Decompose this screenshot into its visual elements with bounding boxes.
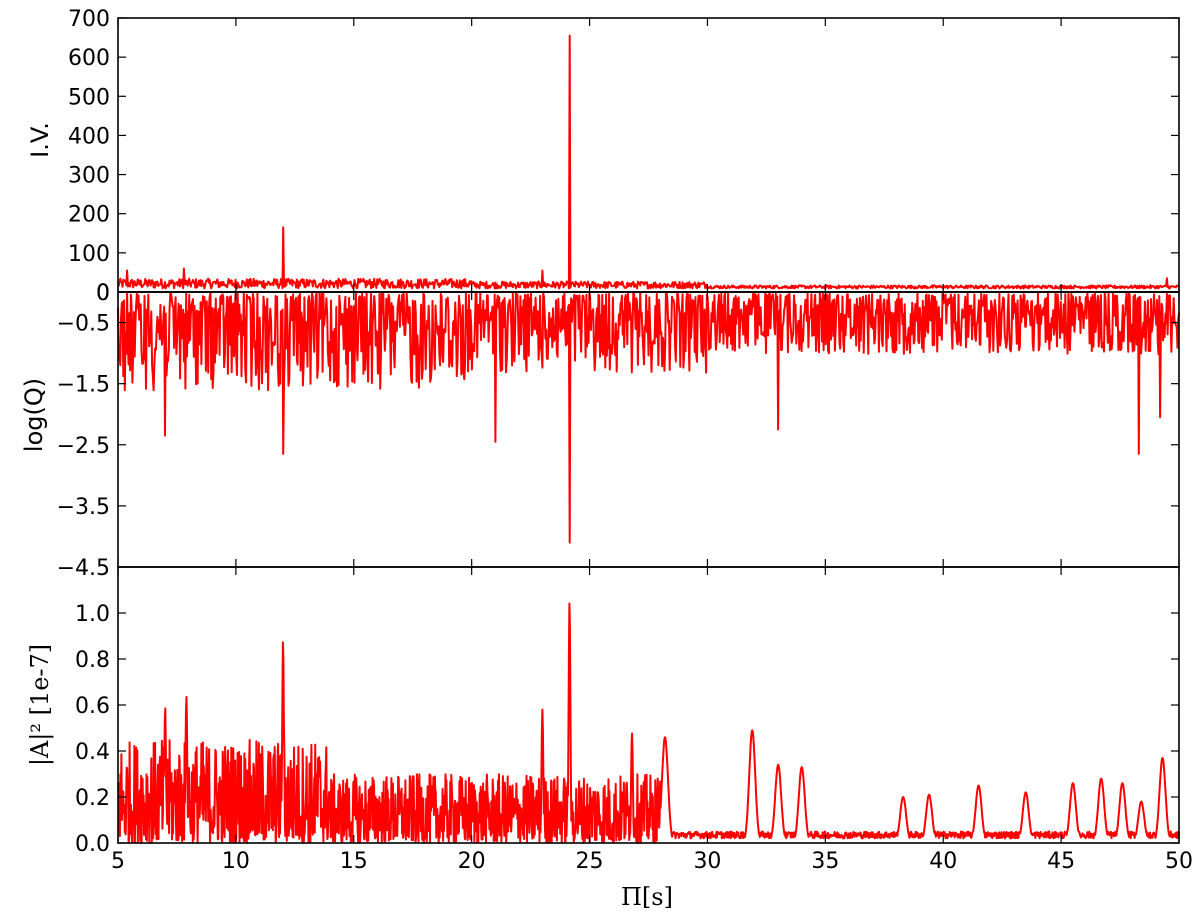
middle-series-line	[117, 292, 1180, 544]
xtick-label: 10	[222, 849, 250, 874]
bottom-series-line	[117, 602, 1180, 844]
panel-bottom: 0.0 0.2 0.4 0.6 0.8 1.0 5 10 15 20 25 30 35 40 45 50	[75, 566, 1193, 874]
xtick-label: 20	[458, 849, 486, 874]
top-ytick-label: 300	[68, 164, 110, 189]
panel-middle: 0 −0.5 −1.5 −2.5 −3.5 −4.5	[57, 281, 1180, 581]
top-series-line	[117, 34, 1180, 290]
xtick-label: 25	[576, 849, 604, 874]
x-axis-label: Π[s]	[621, 883, 673, 911]
top-ytick-label: 700	[68, 7, 110, 32]
xtick-label: 45	[1047, 849, 1075, 874]
xtick-label: 30	[693, 849, 721, 874]
top-ylabel: I.V.	[26, 122, 54, 158]
middle-ytick-label: −3.5	[57, 495, 110, 520]
top-frame	[117, 17, 1180, 293]
xtick-label: 15	[340, 849, 368, 874]
middle-ytick-label: −1.5	[57, 373, 110, 398]
bottom-ytick-label: 0.6	[75, 694, 110, 719]
xtick-label: 35	[811, 849, 839, 874]
xtick-label: 50	[1165, 849, 1193, 874]
top-ytick-label: 400	[68, 124, 110, 149]
bottom-ytick-label: 1.0	[75, 602, 110, 627]
middle-ytick-label: 0	[96, 281, 110, 306]
middle-ytick-label: −2.5	[57, 434, 110, 459]
top-ytick-label: 600	[68, 46, 110, 71]
middle-ylabel: log(Q)	[20, 378, 48, 452]
xtick-label: 40	[929, 849, 957, 874]
xtick-label: 5	[111, 849, 125, 874]
top-ytick-label: 0	[96, 281, 110, 306]
top-ytick-label: 500	[68, 85, 110, 110]
bottom-ytick-label: 0.2	[75, 786, 110, 811]
bottom-ylabel: |A|² [1e-7]	[26, 644, 55, 766]
middle-ytick-label: −4.5	[57, 556, 110, 581]
bottom-ytick-label: 0.4	[75, 740, 110, 765]
top-ytick-label: 100	[68, 242, 110, 267]
bottom-ytick-label: 0.0	[75, 832, 110, 857]
middle-ytick-label: −0.5	[57, 312, 110, 337]
panel-top: 0 100 200 300 400 500 600 700	[68, 7, 1180, 306]
top-ytick-label: 200	[68, 203, 110, 228]
bottom-ytick-label: 0.8	[75, 648, 110, 673]
